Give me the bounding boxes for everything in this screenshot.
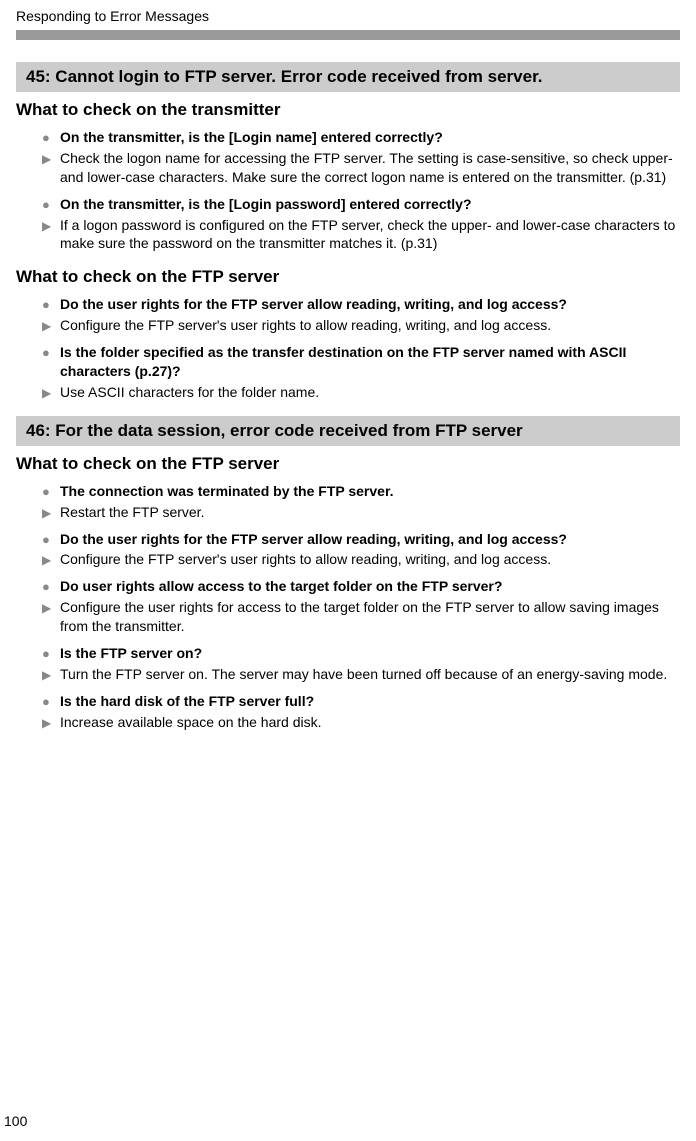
answer-row: ▶Restart the FTP server. xyxy=(42,503,680,522)
section-heading: What to check on the FTP server xyxy=(16,454,680,474)
answer-text: Check the logon name for accessing the F… xyxy=(60,149,680,187)
answer-row: ▶Increase available space on the hard di… xyxy=(42,713,680,732)
bullet-icon: ● xyxy=(42,296,60,314)
arrow-icon: ▶ xyxy=(42,552,60,568)
answer-row: ▶Configure the FTP server's user rights … xyxy=(42,550,680,569)
arrow-icon: ▶ xyxy=(42,667,60,683)
question-row: ●On the transmitter, is the [Login name]… xyxy=(42,128,680,147)
arrow-icon: ▶ xyxy=(42,715,60,731)
answer-row: ▶Turn the FTP server on. The server may … xyxy=(42,665,680,684)
section-heading: What to check on the FTP server xyxy=(16,267,680,287)
answer-row: ▶Configure the user rights for access to… xyxy=(42,598,680,636)
answer-row: ▶Configure the FTP server's user rights … xyxy=(42,316,680,335)
answer-row: ▶Use ASCII characters for the folder nam… xyxy=(42,383,680,402)
arrow-icon: ▶ xyxy=(42,600,60,616)
arrow-icon: ▶ xyxy=(42,218,60,234)
question-text: Do the user rights for the FTP server al… xyxy=(60,295,680,314)
answer-text: Restart the FTP server. xyxy=(60,503,680,522)
question-row: ●Is the hard disk of the FTP server full… xyxy=(42,692,680,711)
question-text: Is the FTP server on? xyxy=(60,644,680,663)
divider-bar xyxy=(16,30,680,40)
item-list: ●Do the user rights for the FTP server a… xyxy=(16,295,680,401)
question-row: ●Is the folder specified as the transfer… xyxy=(42,343,680,381)
page-number: 100 xyxy=(4,1113,27,1129)
chapter-title: Responding to Error Messages xyxy=(16,8,680,24)
answer-row: ▶Check the logon name for accessing the … xyxy=(42,149,680,187)
answer-text: Turn the FTP server on. The server may h… xyxy=(60,665,680,684)
section-heading: What to check on the transmitter xyxy=(16,100,680,120)
answer-text: Use ASCII characters for the folder name… xyxy=(60,383,680,402)
error-header: 45: Cannot login to FTP server. Error co… xyxy=(16,62,680,92)
answer-text: Configure the FTP server's user rights t… xyxy=(60,316,680,335)
question-row: ●On the transmitter, is the [Login passw… xyxy=(42,195,680,214)
arrow-icon: ▶ xyxy=(42,505,60,521)
question-text: On the transmitter, is the [Login name] … xyxy=(60,128,680,147)
question-row: ●The connection was terminated by the FT… xyxy=(42,482,680,501)
bullet-icon: ● xyxy=(42,344,60,362)
question-row: ●Do user rights allow access to the targ… xyxy=(42,577,680,596)
question-text: Is the folder specified as the transfer … xyxy=(60,343,680,381)
answer-row: ▶If a logon password is configured on th… xyxy=(42,216,680,254)
bullet-icon: ● xyxy=(42,531,60,549)
answer-text: Increase available space on the hard dis… xyxy=(60,713,680,732)
answer-text: Configure the user rights for access to … xyxy=(60,598,680,636)
question-row: ●Do the user rights for the FTP server a… xyxy=(42,530,680,549)
item-list: ●The connection was terminated by the FT… xyxy=(16,482,680,732)
error-header: 46: For the data session, error code rec… xyxy=(16,416,680,446)
bullet-icon: ● xyxy=(42,483,60,501)
bullet-icon: ● xyxy=(42,196,60,214)
question-row: ●Do the user rights for the FTP server a… xyxy=(42,295,680,314)
item-list: ●On the transmitter, is the [Login name]… xyxy=(16,128,680,253)
question-row: ●Is the FTP server on? xyxy=(42,644,680,663)
bullet-icon: ● xyxy=(42,129,60,147)
answer-text: Configure the FTP server's user rights t… xyxy=(60,550,680,569)
arrow-icon: ▶ xyxy=(42,318,60,334)
question-text: On the transmitter, is the [Login passwo… xyxy=(60,195,680,214)
question-text: Do the user rights for the FTP server al… xyxy=(60,530,680,549)
arrow-icon: ▶ xyxy=(42,151,60,167)
question-text: Is the hard disk of the FTP server full? xyxy=(60,692,680,711)
bullet-icon: ● xyxy=(42,578,60,596)
bullet-icon: ● xyxy=(42,693,60,711)
question-text: The connection was terminated by the FTP… xyxy=(60,482,680,501)
bullet-icon: ● xyxy=(42,645,60,663)
question-text: Do user rights allow access to the targe… xyxy=(60,577,680,596)
arrow-icon: ▶ xyxy=(42,385,60,401)
answer-text: If a logon password is configured on the… xyxy=(60,216,680,254)
